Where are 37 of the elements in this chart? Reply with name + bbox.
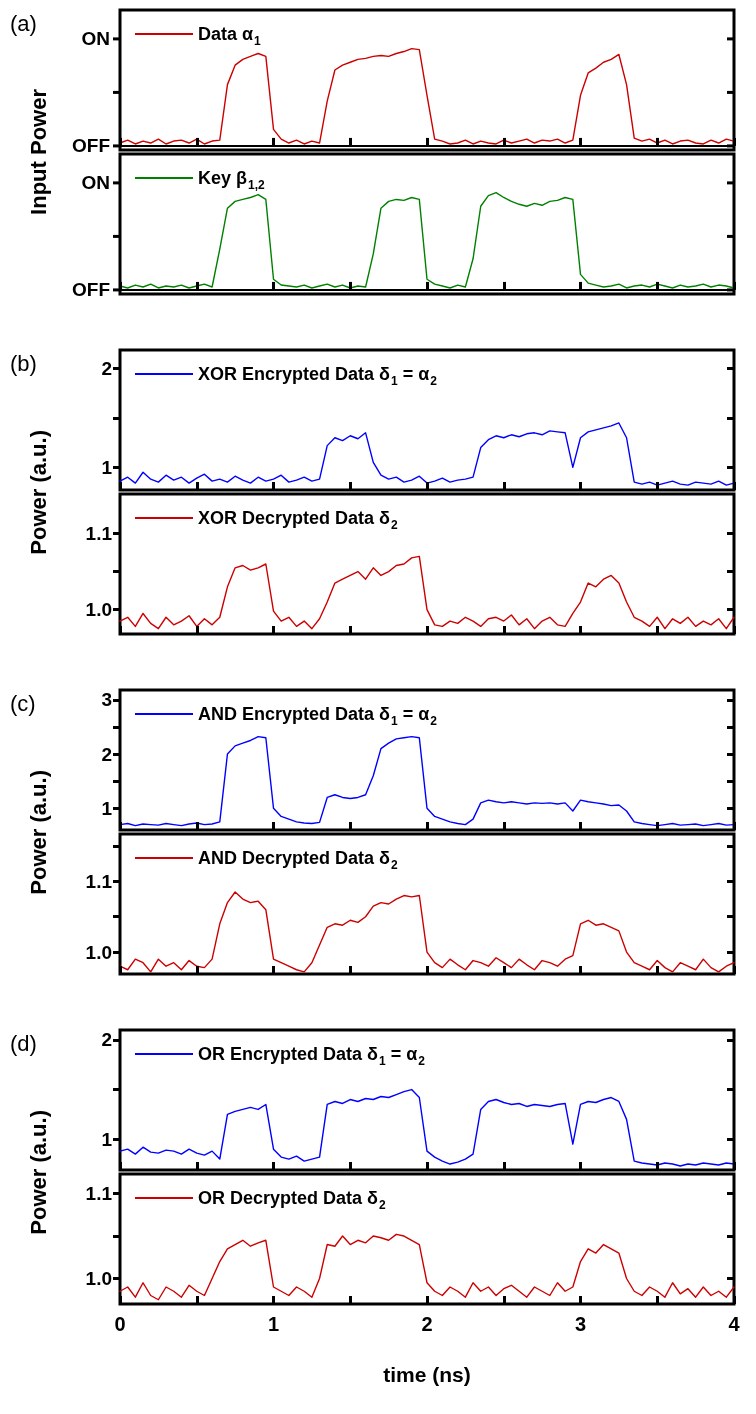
- y-axis-title: Power (a.u.): [26, 1109, 52, 1235]
- text: ON: [81, 28, 110, 50]
- x-axis-title: time (ns): [383, 1363, 471, 1386]
- y-tick-label: 1.0: [85, 1268, 112, 1290]
- y-tick-label: 1.1: [85, 870, 113, 892]
- y-tick-label: 3: [101, 689, 112, 711]
- y-axis-title: Input Power: [26, 89, 52, 215]
- chart-title: (a): [10, 10, 37, 36]
- line-series: [119, 735, 735, 827]
- chart-title: (c): [10, 690, 36, 716]
- y-axis-title: Power (a.u.): [26, 769, 52, 895]
- line-series: [119, 1088, 735, 1167]
- y-tick-label: 2: [101, 743, 112, 765]
- y-axis-title: Power (a.u.): [26, 429, 52, 555]
- line-series: [119, 555, 735, 630]
- y-tick-label: 1.0: [85, 599, 112, 621]
- text: OFF: [72, 135, 110, 157]
- line-series: [119, 1233, 735, 1301]
- y-tick-label: 1: [101, 1128, 113, 1150]
- x-tick-label: 0: [114, 1313, 126, 1335]
- y-tick-label: 2: [101, 1029, 112, 1051]
- text: OFF: [72, 279, 110, 301]
- y-tick-label: 1: [101, 797, 113, 819]
- chart-title: (d): [10, 1030, 37, 1056]
- x-tick-label: 4: [728, 1313, 741, 1335]
- chart-title: (b): [10, 350, 37, 376]
- x-tick-label: 2: [421, 1313, 433, 1335]
- y-tick-label: 1.1: [85, 1183, 113, 1205]
- y-tick-label: 2: [101, 358, 112, 380]
- line-series: [119, 422, 735, 486]
- x-tick-label: 3: [574, 1313, 587, 1335]
- text: ON: [81, 172, 110, 194]
- x-tick-label: 1: [267, 1313, 280, 1335]
- y-tick-label: 1.0: [85, 941, 112, 963]
- line-series: [119, 891, 735, 973]
- y-tick-label: 1.1: [85, 523, 113, 545]
- y-tick-label: 1: [101, 456, 113, 478]
